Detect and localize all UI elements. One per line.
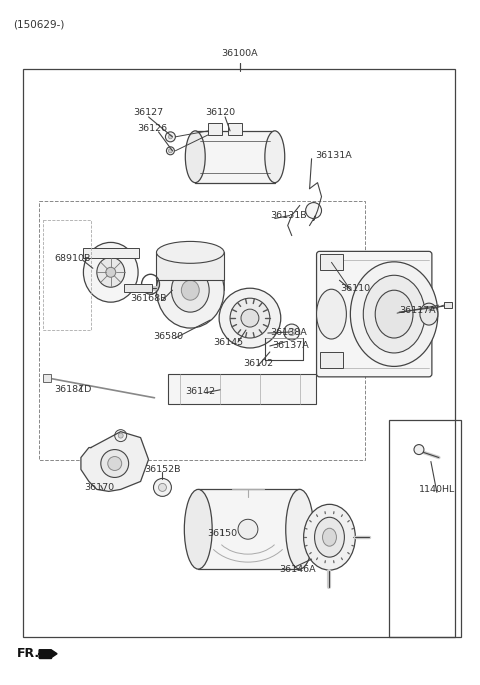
Bar (195, 131, 275, 183)
Text: 36145: 36145 (213, 338, 243, 347)
Ellipse shape (316, 289, 347, 339)
Text: 68910B: 68910B (55, 254, 91, 263)
Ellipse shape (84, 242, 138, 302)
Ellipse shape (230, 298, 270, 338)
Ellipse shape (185, 131, 205, 183)
Text: 36142: 36142 (185, 387, 216, 397)
Text: 36126: 36126 (137, 125, 168, 134)
Text: 36100A: 36100A (222, 49, 258, 58)
Ellipse shape (363, 275, 425, 353)
Ellipse shape (97, 258, 125, 287)
Bar (265, 338, 302, 360)
Ellipse shape (156, 252, 224, 328)
Circle shape (238, 519, 258, 539)
Text: 36580: 36580 (153, 332, 183, 340)
Circle shape (168, 135, 172, 139)
Text: 36120: 36120 (205, 108, 235, 117)
Ellipse shape (241, 309, 259, 327)
Circle shape (288, 329, 295, 336)
Polygon shape (81, 432, 148, 491)
Text: 36168B: 36168B (130, 294, 167, 303)
Bar (39, 201, 365, 460)
Text: 36152B: 36152B (144, 465, 180, 474)
Ellipse shape (219, 288, 281, 348)
Circle shape (115, 429, 127, 442)
Circle shape (284, 324, 300, 340)
Text: 36137A: 36137A (272, 342, 309, 351)
Bar (23, 69, 455, 637)
Bar (320, 254, 343, 271)
Circle shape (101, 449, 129, 477)
Text: 36127: 36127 (133, 108, 164, 117)
Polygon shape (39, 650, 51, 658)
Circle shape (118, 433, 123, 438)
Ellipse shape (314, 517, 344, 557)
Text: 36110: 36110 (340, 284, 371, 292)
Ellipse shape (181, 280, 199, 300)
Bar (208, 123, 222, 135)
Text: 36181D: 36181D (54, 385, 92, 395)
Ellipse shape (286, 489, 313, 569)
Text: 36150: 36150 (207, 529, 237, 538)
Circle shape (108, 456, 122, 471)
Text: 36131B: 36131B (270, 211, 306, 220)
Circle shape (306, 203, 322, 219)
Bar (168, 374, 315, 403)
Ellipse shape (184, 489, 212, 569)
Text: 36117A: 36117A (399, 306, 436, 314)
Bar (43, 374, 51, 382)
Bar (83, 249, 139, 258)
Text: 36102: 36102 (243, 360, 273, 369)
Bar (156, 252, 224, 280)
FancyBboxPatch shape (316, 251, 432, 377)
Text: (150629-): (150629-) (13, 19, 65, 29)
Ellipse shape (265, 131, 285, 183)
Ellipse shape (350, 262, 438, 366)
Text: 36146A: 36146A (279, 564, 316, 573)
Ellipse shape (420, 303, 438, 325)
Text: 1140HL: 1140HL (419, 485, 455, 494)
Ellipse shape (156, 241, 224, 263)
Circle shape (167, 147, 174, 155)
Circle shape (168, 149, 172, 153)
Ellipse shape (323, 528, 336, 546)
Bar (228, 123, 242, 135)
Ellipse shape (171, 269, 209, 312)
Text: 36138A: 36138A (270, 327, 307, 336)
Ellipse shape (106, 267, 116, 277)
Bar (43, 221, 91, 330)
Circle shape (154, 478, 171, 497)
Ellipse shape (304, 504, 355, 570)
Ellipse shape (375, 290, 413, 338)
Bar (198, 489, 300, 569)
Circle shape (414, 445, 424, 455)
Bar (389, 420, 461, 637)
Circle shape (158, 484, 167, 491)
Text: FR.: FR. (17, 647, 40, 660)
Text: 36170: 36170 (84, 483, 114, 492)
Bar (320, 352, 343, 368)
Bar (444, 302, 452, 308)
Circle shape (166, 132, 175, 142)
Text: 36131A: 36131A (315, 151, 352, 160)
Polygon shape (39, 650, 57, 658)
Bar (124, 284, 152, 292)
